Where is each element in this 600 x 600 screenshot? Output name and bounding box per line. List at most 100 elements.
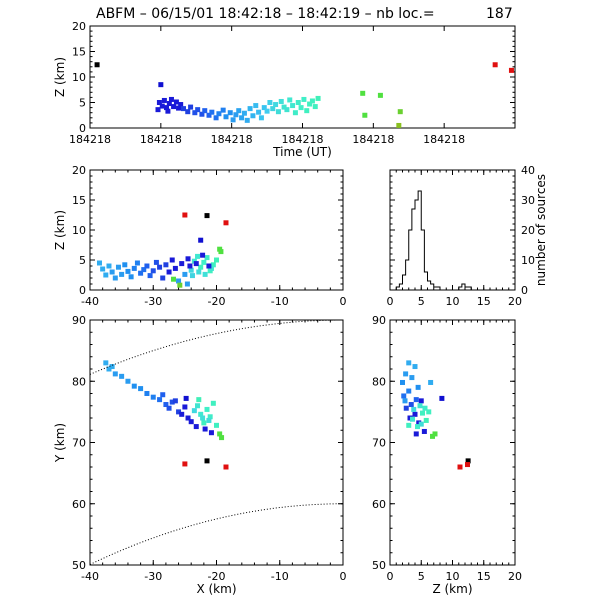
- z-y-x-axis-label: Z (km): [432, 582, 472, 596]
- data-point: [191, 408, 197, 414]
- data-point: [109, 269, 115, 275]
- z-y-panel: 0 5 10 15 20 50 60 70 80 90 Z (km): [372, 314, 522, 596]
- data-point: [182, 404, 188, 410]
- data-point: [428, 379, 434, 385]
- x-tick-label: 184218: [211, 133, 253, 146]
- data-point: [128, 274, 134, 280]
- time-z-marks: [94, 62, 514, 128]
- data-point: [304, 108, 310, 114]
- y-tick-label: 20: [72, 20, 86, 33]
- data-point: [169, 257, 175, 263]
- data-point: [184, 281, 190, 287]
- data-point: [278, 98, 284, 104]
- data-point: [160, 392, 166, 398]
- data-point: [281, 104, 287, 110]
- data-point: [202, 426, 208, 432]
- y-tick-label: 10: [72, 71, 86, 84]
- data-point: [236, 108, 242, 114]
- data-point: [403, 371, 409, 377]
- data-point: [227, 110, 233, 116]
- y-tick-label: 90: [372, 314, 386, 327]
- data-point: [112, 275, 118, 281]
- time-z-frame: [89, 25, 516, 129]
- data-point: [170, 276, 176, 282]
- data-point: [195, 107, 201, 113]
- x-tick-label: -40: [81, 295, 99, 308]
- hist-marks: [390, 190, 515, 290]
- data-point: [418, 421, 424, 427]
- data-point: [112, 371, 118, 377]
- data-point: [166, 101, 172, 107]
- data-point: [247, 106, 253, 112]
- data-point: [157, 264, 163, 270]
- data-point: [409, 375, 415, 381]
- data-point: [138, 386, 144, 392]
- data-point: [177, 282, 183, 288]
- data-point: [134, 260, 140, 266]
- data-point: [179, 411, 185, 417]
- y-tick-label: 50: [372, 559, 386, 572]
- x-tick-label: -40: [81, 570, 99, 583]
- data-point: [188, 104, 194, 110]
- data-point: [198, 264, 204, 270]
- data-point: [169, 399, 175, 405]
- data-point: [199, 111, 205, 117]
- data-point: [315, 95, 321, 101]
- x-tick-label: -10: [271, 570, 289, 583]
- y-tick-label: 15: [72, 194, 86, 207]
- data-point: [403, 405, 409, 411]
- data-point: [159, 103, 165, 109]
- data-point: [217, 431, 223, 437]
- data-point: [216, 111, 222, 117]
- data-point: [204, 255, 210, 261]
- data-point: [209, 109, 215, 115]
- data-point: [119, 373, 125, 379]
- data-point: [200, 252, 206, 258]
- data-point: [284, 107, 290, 113]
- data-point: [131, 265, 137, 271]
- data-point: [432, 431, 438, 437]
- data-point: [150, 394, 156, 400]
- time-z-x-axis-label: Time (UT): [272, 145, 332, 159]
- data-point: [406, 360, 412, 366]
- y-tick-label: 5: [79, 97, 86, 110]
- data-point: [423, 417, 429, 423]
- data-point: [258, 115, 264, 121]
- data-point: [410, 416, 415, 422]
- data-point: [153, 259, 159, 265]
- figure-title: ABFM – 06/15/01 18:42:18 – 18:42:19 – nb…: [96, 6, 435, 22]
- x-tick-label: -10: [271, 295, 289, 308]
- y-tick-label: 20: [521, 224, 535, 237]
- data-point: [202, 271, 208, 277]
- data-point: [94, 62, 100, 68]
- range-arc-upper: [90, 320, 343, 375]
- x-y-marks: [90, 320, 343, 565]
- data-point: [412, 364, 418, 370]
- data-point: [195, 253, 201, 259]
- data-point: [426, 409, 432, 415]
- data-point: [210, 400, 216, 406]
- data-point: [163, 262, 169, 268]
- data-point: [204, 213, 210, 219]
- y-tick-label: 80: [72, 375, 86, 388]
- data-point: [198, 237, 204, 243]
- data-point: [176, 278, 182, 284]
- data-point: [144, 391, 150, 396]
- data-point: [173, 99, 179, 105]
- data-point: [244, 117, 250, 123]
- data-point: [168, 96, 174, 102]
- data-point: [201, 259, 207, 265]
- data-point: [179, 261, 185, 267]
- time-z-y-axis-label: Z (km): [53, 57, 67, 97]
- data-point: [465, 458, 471, 464]
- data-point: [233, 112, 239, 118]
- y-tick-label: 90: [72, 314, 86, 327]
- data-point: [415, 384, 421, 390]
- data-point: [298, 105, 304, 111]
- data-point: [207, 414, 213, 420]
- data-point: [158, 82, 164, 88]
- x-tick-label: 0: [340, 570, 347, 583]
- data-point: [156, 100, 162, 105]
- x-tick-label: 184218: [352, 133, 394, 146]
